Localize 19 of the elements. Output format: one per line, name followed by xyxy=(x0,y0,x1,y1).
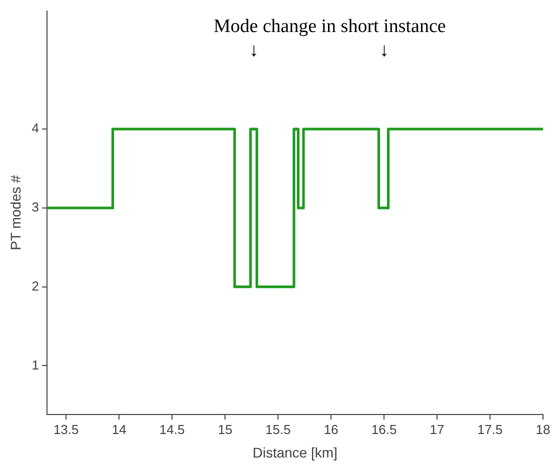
x-tick-label: 14.5 xyxy=(159,422,185,437)
x-tick-label: 13.5 xyxy=(53,422,79,437)
y-axis-title: PT modes # xyxy=(7,174,24,250)
x-tick-label: 17.5 xyxy=(477,422,503,437)
x-tick-label: 14 xyxy=(112,422,126,437)
x-tick-label: 16 xyxy=(324,422,338,437)
annotation: ↓ xyxy=(380,40,390,62)
y-tick-label: 1 xyxy=(32,357,40,372)
annotation: Mode change in short instance xyxy=(214,16,446,37)
y-tick-label: 3 xyxy=(32,200,40,215)
y-tick-label: 2 xyxy=(32,278,40,294)
x-tick-label: 17 xyxy=(430,422,444,437)
annotation: ↓ xyxy=(249,40,259,62)
x-tick-label: 16.5 xyxy=(371,422,397,437)
x-axis-title: Distance [km] xyxy=(252,444,338,460)
x-tick-label: 15.5 xyxy=(265,422,291,437)
x-tick-label: 18 xyxy=(536,422,550,437)
y-tick-label: 4 xyxy=(32,120,40,136)
x-tick-label: 15 xyxy=(218,422,232,437)
